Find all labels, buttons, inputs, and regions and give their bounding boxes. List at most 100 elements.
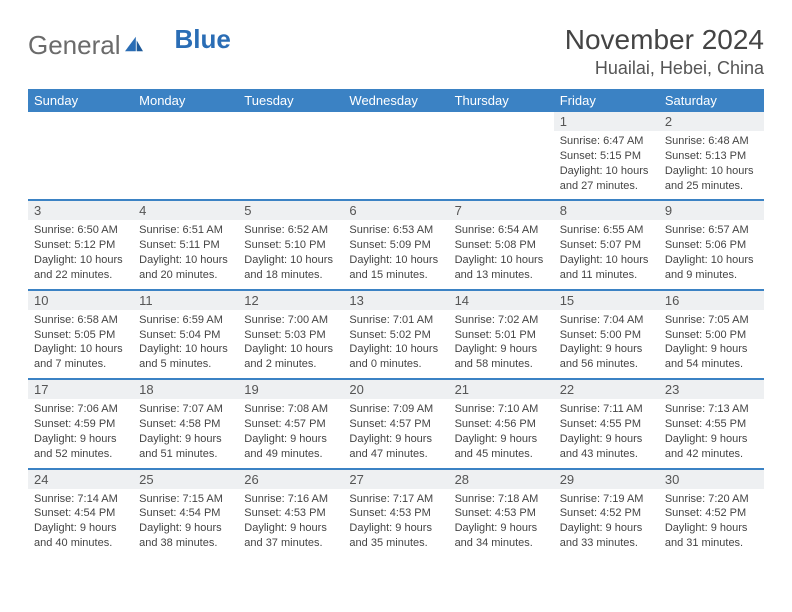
sunrise-line: Sunrise: 7:14 AM [34, 492, 127, 507]
day-number: 8 [554, 201, 659, 220]
sunrise-line: Sunrise: 7:11 AM [560, 402, 653, 417]
day-number: 19 [238, 380, 343, 399]
brand-logo: General Blue [28, 30, 201, 61]
sunrise-line: Sunrise: 6:58 AM [34, 313, 127, 328]
sunrise-line: Sunrise: 7:17 AM [349, 492, 442, 507]
sunset-line: Sunset: 5:08 PM [455, 238, 548, 253]
day-body: Sunrise: 7:10 AMSunset: 4:56 PMDaylight:… [449, 399, 554, 467]
day-number: 2 [659, 112, 764, 131]
day-body: Sunrise: 7:18 AMSunset: 4:53 PMDaylight:… [449, 489, 554, 557]
daylight-line: Daylight: 10 hours and 9 minutes. [665, 253, 758, 283]
calendar-cell: 30Sunrise: 7:20 AMSunset: 4:52 PMDayligh… [659, 469, 764, 557]
sunset-line: Sunset: 4:52 PM [665, 506, 758, 521]
calendar-cell: 25Sunrise: 7:15 AMSunset: 4:54 PMDayligh… [133, 469, 238, 557]
calendar-cell: 21Sunrise: 7:10 AMSunset: 4:56 PMDayligh… [449, 379, 554, 468]
calendar-cell: 7Sunrise: 6:54 AMSunset: 5:08 PMDaylight… [449, 200, 554, 289]
sunrise-line: Sunrise: 7:08 AM [244, 402, 337, 417]
sunset-line: Sunset: 5:02 PM [349, 328, 442, 343]
weekday-header: Friday [554, 89, 659, 112]
sunset-line: Sunset: 4:55 PM [665, 417, 758, 432]
day-body: Sunrise: 7:02 AMSunset: 5:01 PMDaylight:… [449, 310, 554, 378]
day-body: Sunrise: 6:51 AMSunset: 5:11 PMDaylight:… [133, 220, 238, 288]
sunset-line: Sunset: 4:54 PM [34, 506, 127, 521]
daylight-line: Daylight: 9 hours and 31 minutes. [665, 521, 758, 551]
daylight-line: Daylight: 10 hours and 27 minutes. [560, 164, 653, 194]
sunset-line: Sunset: 4:56 PM [455, 417, 548, 432]
calendar-row: 3Sunrise: 6:50 AMSunset: 5:12 PMDaylight… [28, 200, 764, 289]
daylight-line: Daylight: 10 hours and 18 minutes. [244, 253, 337, 283]
day-number: 27 [343, 470, 448, 489]
sunrise-line: Sunrise: 6:57 AM [665, 223, 758, 238]
day-number: 29 [554, 470, 659, 489]
calendar-cell: 8Sunrise: 6:55 AMSunset: 5:07 PMDaylight… [554, 200, 659, 289]
day-number: 5 [238, 201, 343, 220]
sunset-line: Sunset: 5:00 PM [665, 328, 758, 343]
daylight-line: Daylight: 10 hours and 13 minutes. [455, 253, 548, 283]
brand-part2: Blue [175, 24, 231, 55]
day-body: Sunrise: 7:15 AMSunset: 4:54 PMDaylight:… [133, 489, 238, 557]
brand-part1: General [28, 30, 121, 61]
sunset-line: Sunset: 5:13 PM [665, 149, 758, 164]
sunrise-line: Sunrise: 6:59 AM [139, 313, 232, 328]
daylight-line: Daylight: 9 hours and 38 minutes. [139, 521, 232, 551]
daylight-line: Daylight: 10 hours and 2 minutes. [244, 342, 337, 372]
sunrise-line: Sunrise: 6:51 AM [139, 223, 232, 238]
sunrise-line: Sunrise: 7:19 AM [560, 492, 653, 507]
day-body: Sunrise: 6:54 AMSunset: 5:08 PMDaylight:… [449, 220, 554, 288]
day-body: Sunrise: 7:14 AMSunset: 4:54 PMDaylight:… [28, 489, 133, 557]
day-body: Sunrise: 7:13 AMSunset: 4:55 PMDaylight:… [659, 399, 764, 467]
day-body: Sunrise: 6:52 AMSunset: 5:10 PMDaylight:… [238, 220, 343, 288]
calendar-cell: 28Sunrise: 7:18 AMSunset: 4:53 PMDayligh… [449, 469, 554, 557]
calendar-cell: 26Sunrise: 7:16 AMSunset: 4:53 PMDayligh… [238, 469, 343, 557]
daylight-line: Daylight: 9 hours and 49 minutes. [244, 432, 337, 462]
calendar-cell: 24Sunrise: 7:14 AMSunset: 4:54 PMDayligh… [28, 469, 133, 557]
sunset-line: Sunset: 5:12 PM [34, 238, 127, 253]
daylight-line: Daylight: 9 hours and 47 minutes. [349, 432, 442, 462]
day-number: 9 [659, 201, 764, 220]
day-number: 11 [133, 291, 238, 310]
daylight-line: Daylight: 10 hours and 0 minutes. [349, 342, 442, 372]
daylight-line: Daylight: 9 hours and 34 minutes. [455, 521, 548, 551]
calendar-cell: 22Sunrise: 7:11 AMSunset: 4:55 PMDayligh… [554, 379, 659, 468]
weekday-header: Thursday [449, 89, 554, 112]
day-number: 6 [343, 201, 448, 220]
sunrise-line: Sunrise: 6:52 AM [244, 223, 337, 238]
day-number: 25 [133, 470, 238, 489]
sail-icon [123, 29, 145, 47]
header: General Blue November 2024 Huailai, Hebe… [28, 24, 764, 79]
day-number: 14 [449, 291, 554, 310]
day-number: 4 [133, 201, 238, 220]
day-body: Sunrise: 7:01 AMSunset: 5:02 PMDaylight:… [343, 310, 448, 378]
day-number: 3 [28, 201, 133, 220]
calendar-cell: 15Sunrise: 7:04 AMSunset: 5:00 PMDayligh… [554, 290, 659, 379]
day-body: Sunrise: 7:20 AMSunset: 4:52 PMDaylight:… [659, 489, 764, 557]
calendar-cell: 4Sunrise: 6:51 AMSunset: 5:11 PMDaylight… [133, 200, 238, 289]
sunrise-line: Sunrise: 6:55 AM [560, 223, 653, 238]
day-body: Sunrise: 7:09 AMSunset: 4:57 PMDaylight:… [343, 399, 448, 467]
weekday-header: Sunday [28, 89, 133, 112]
weekday-header: Wednesday [343, 89, 448, 112]
day-body: Sunrise: 6:55 AMSunset: 5:07 PMDaylight:… [554, 220, 659, 288]
calendar-row: 24Sunrise: 7:14 AMSunset: 4:54 PMDayligh… [28, 469, 764, 557]
sunset-line: Sunset: 4:53 PM [455, 506, 548, 521]
daylight-line: Daylight: 10 hours and 11 minutes. [560, 253, 653, 283]
day-number: 22 [554, 380, 659, 399]
sunrise-line: Sunrise: 7:16 AM [244, 492, 337, 507]
sunrise-line: Sunrise: 7:01 AM [349, 313, 442, 328]
calendar-cell: 14Sunrise: 7:02 AMSunset: 5:01 PMDayligh… [449, 290, 554, 379]
sunset-line: Sunset: 5:04 PM [139, 328, 232, 343]
daylight-line: Daylight: 9 hours and 35 minutes. [349, 521, 442, 551]
sunset-line: Sunset: 4:55 PM [560, 417, 653, 432]
day-number: 28 [449, 470, 554, 489]
weekday-header: Monday [133, 89, 238, 112]
calendar-cell: 12Sunrise: 7:00 AMSunset: 5:03 PMDayligh… [238, 290, 343, 379]
sunset-line: Sunset: 5:10 PM [244, 238, 337, 253]
sunset-line: Sunset: 5:15 PM [560, 149, 653, 164]
day-number: 17 [28, 380, 133, 399]
calendar-cell: 3Sunrise: 6:50 AMSunset: 5:12 PMDaylight… [28, 200, 133, 289]
calendar-cell: 19Sunrise: 7:08 AMSunset: 4:57 PMDayligh… [238, 379, 343, 468]
sunset-line: Sunset: 5:07 PM [560, 238, 653, 253]
sunset-line: Sunset: 5:05 PM [34, 328, 127, 343]
sunset-line: Sunset: 4:59 PM [34, 417, 127, 432]
sunrise-line: Sunrise: 6:47 AM [560, 134, 653, 149]
